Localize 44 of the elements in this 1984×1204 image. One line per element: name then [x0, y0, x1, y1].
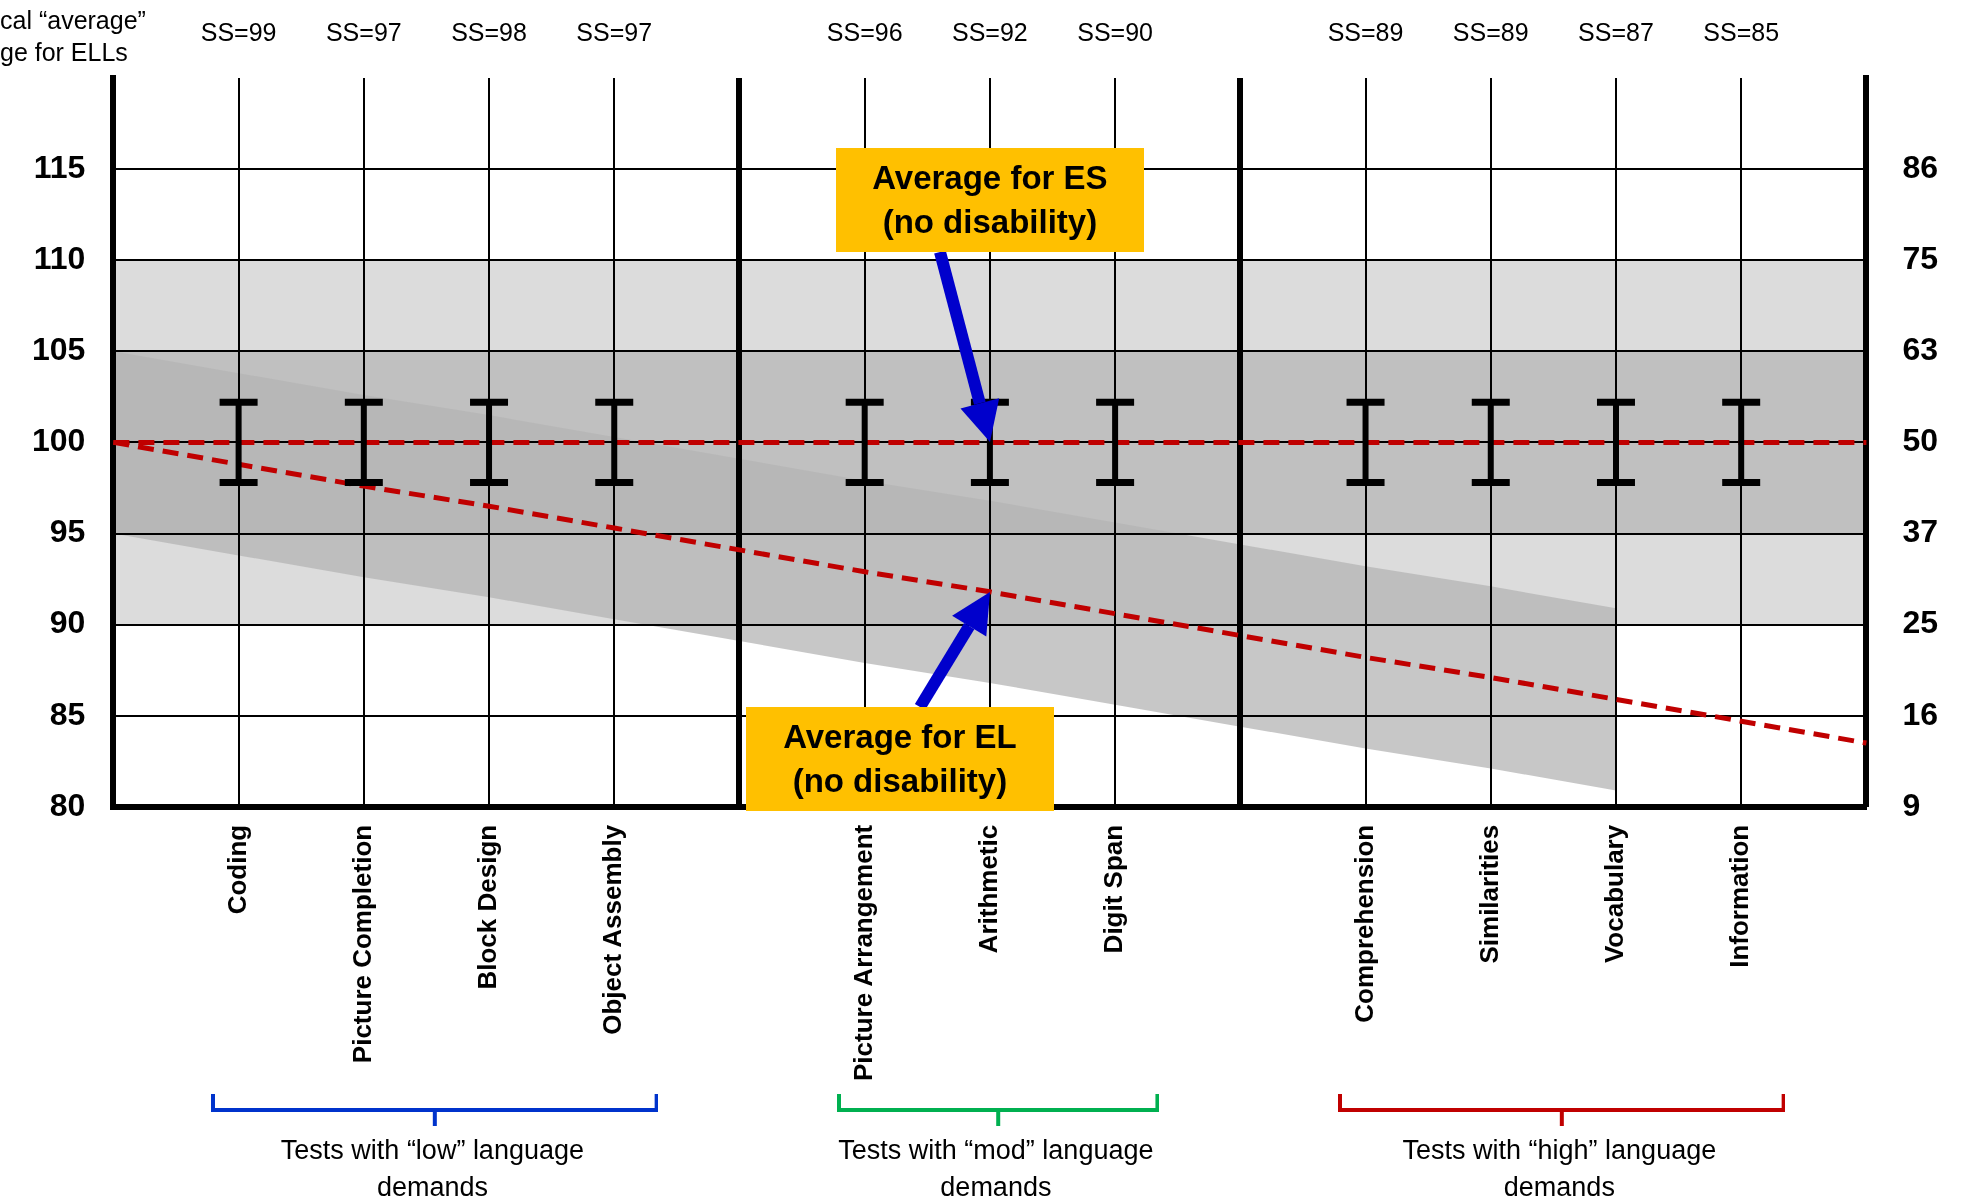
- y-tick-label: 100: [32, 422, 86, 459]
- annotation: Average for EL (no disability): [745, 706, 1054, 811]
- y-tick-label: 80: [49, 786, 86, 823]
- category-label: 75: [1902, 240, 1938, 277]
- category-label: 16: [1902, 695, 1938, 732]
- x-tick-label: Vocabulary: [1599, 824, 1630, 964]
- x-tick-label: Arithmetic: [973, 824, 1004, 954]
- category-label: 9: [1902, 786, 1921, 823]
- x-tick-label: Digit Span: [1098, 824, 1129, 954]
- text: SS=85: [1703, 18, 1780, 47]
- category-label: 50: [1902, 422, 1938, 459]
- x-tick-label: Block Design: [472, 824, 503, 990]
- text: SS=90: [1077, 18, 1153, 47]
- category-label: 63: [1902, 331, 1938, 368]
- x-tick-label: Picture Arrangement: [847, 824, 878, 1082]
- annotation: Average for ES (no disability): [835, 148, 1144, 253]
- x-tick-label: Coding: [221, 824, 252, 915]
- x-tick-label: Information: [1724, 824, 1755, 968]
- y-tick-label: 85: [49, 695, 86, 732]
- text: SS=96: [826, 18, 903, 47]
- category-label: 37: [1902, 513, 1938, 550]
- text: SS=89: [1327, 18, 1404, 47]
- x-tick-label: Picture Completion: [346, 824, 377, 1064]
- category-label: 25: [1902, 604, 1938, 641]
- text: SS=98: [451, 18, 527, 47]
- y-tick-label: 95: [49, 513, 86, 550]
- y-tick-label: 110: [33, 240, 86, 277]
- text: SS=97: [325, 18, 402, 47]
- text: cal “average” ge for ELLs: [0, 5, 146, 68]
- category-label: 86: [1902, 148, 1938, 185]
- x-tick-label: Similarities: [1473, 824, 1504, 964]
- y-tick-label: 105: [32, 331, 86, 368]
- text: Tests with “mod” language demands: [837, 1134, 1155, 1204]
- text: SS=87: [1578, 18, 1654, 47]
- text: Tests with “low” language demands: [279, 1134, 585, 1204]
- text: SS=97: [576, 18, 653, 47]
- text: SS=99: [200, 18, 277, 47]
- x-tick-label: Comprehension: [1348, 824, 1379, 1023]
- x-tick-label: Object Assembly: [597, 824, 628, 1035]
- text: SS=89: [1452, 18, 1529, 47]
- text: Tests with “high” language demands: [1401, 1134, 1718, 1204]
- y-tick-label: 115: [33, 148, 86, 185]
- text: SS=92: [952, 18, 1028, 47]
- y-tick-label: 90: [49, 604, 86, 641]
